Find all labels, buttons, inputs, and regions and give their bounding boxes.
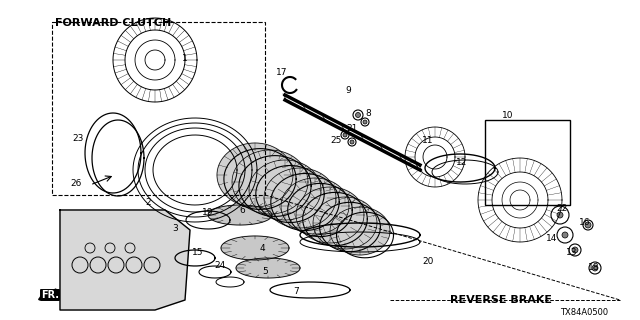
Polygon shape [281,178,349,234]
Text: 7: 7 [293,287,299,297]
Text: 6: 6 [239,205,245,214]
Text: FORWARD CLUTCH: FORWARD CLUTCH [55,18,172,28]
Text: 22: 22 [556,204,568,212]
Circle shape [585,222,591,228]
Circle shape [363,120,367,124]
Circle shape [355,113,360,117]
Polygon shape [249,160,321,220]
Polygon shape [208,205,272,225]
Polygon shape [236,258,300,278]
Text: 21: 21 [346,124,358,132]
Polygon shape [232,150,308,214]
Text: 26: 26 [70,179,82,188]
Text: 19: 19 [202,207,214,217]
Text: 23: 23 [72,133,84,142]
Circle shape [557,212,563,218]
Text: 25: 25 [330,135,342,145]
Circle shape [572,247,578,253]
Text: FR.: FR. [41,290,59,300]
Circle shape [343,133,347,137]
Text: REVERSE BRAKE: REVERSE BRAKE [450,295,552,305]
Text: 24: 24 [214,261,226,270]
Text: 12: 12 [456,157,468,166]
Text: 20: 20 [422,258,434,267]
Text: 10: 10 [502,110,514,119]
Text: 8: 8 [365,108,371,117]
Text: 14: 14 [547,234,557,243]
Text: 2: 2 [145,197,151,206]
Text: 18: 18 [588,263,600,273]
Text: 9: 9 [345,85,351,94]
Circle shape [350,140,354,144]
Polygon shape [330,207,390,255]
Polygon shape [296,187,364,243]
Text: TX84A0500: TX84A0500 [560,308,608,317]
Text: 3: 3 [172,223,178,233]
Text: 13: 13 [566,247,578,257]
Text: 5: 5 [262,268,268,276]
Text: 17: 17 [276,68,288,76]
Polygon shape [60,210,190,310]
Circle shape [562,232,568,238]
Polygon shape [313,197,377,249]
Text: 11: 11 [422,135,434,145]
Polygon shape [221,236,289,260]
Text: 4: 4 [259,244,265,252]
Polygon shape [217,143,293,207]
Text: 16: 16 [579,218,591,227]
Text: 15: 15 [192,247,204,257]
Text: 1: 1 [182,53,188,62]
Polygon shape [264,168,336,228]
Circle shape [592,265,598,271]
